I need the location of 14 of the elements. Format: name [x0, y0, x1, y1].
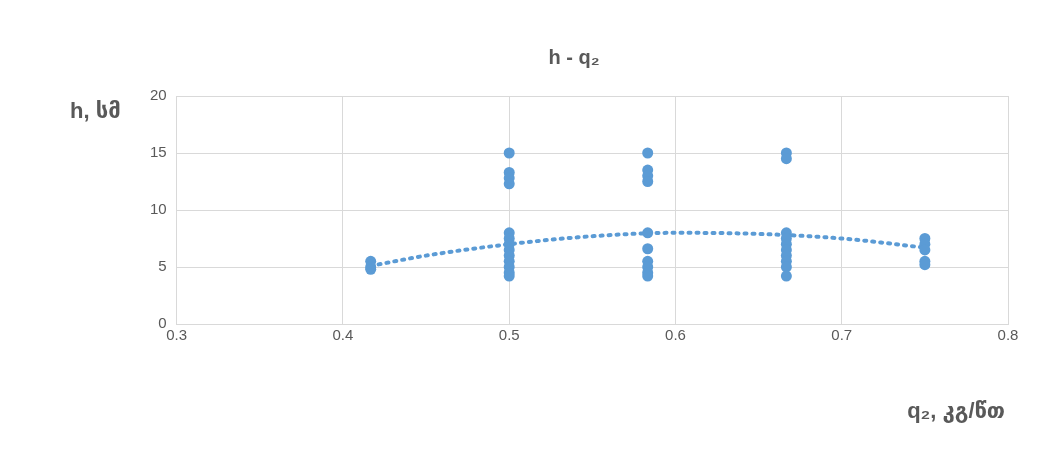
x-tick-label: 0.8 [997, 326, 1019, 344]
x-tick-label: 0.6 [665, 326, 686, 344]
x-tick-label: 0.5 [498, 326, 520, 344]
y-tick-label: 5 [158, 257, 167, 275]
x-axis-title: q₂, კგ/წთ [907, 398, 1005, 424]
y-axis-title: h, სმ [70, 98, 121, 124]
x-tick-label: 0.7 [831, 326, 853, 344]
y-tick-label: 0 [158, 314, 167, 332]
y-tick-label: 20 [150, 86, 167, 104]
chart-title: h - q₂ [548, 45, 600, 68]
x-tick-label: 0.4 [332, 326, 354, 344]
y-tick-label: 10 [150, 200, 167, 218]
x-tick-label: 0.3 [166, 326, 188, 344]
y-tick-label: 15 [150, 143, 167, 161]
